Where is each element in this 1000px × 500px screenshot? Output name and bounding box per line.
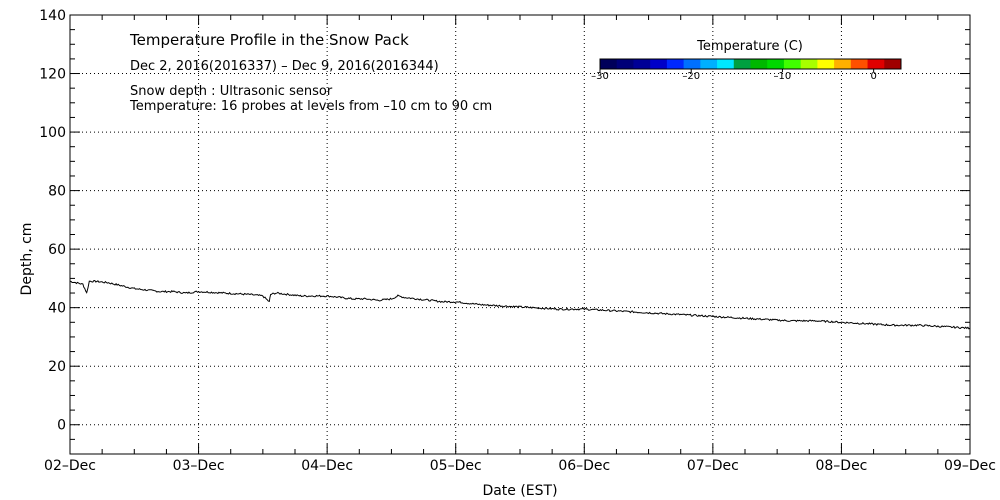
- colorbar-segment: [834, 59, 852, 69]
- colorbar-tick-label: –10: [774, 71, 792, 82]
- x-tick-label: 04–Dec: [301, 458, 353, 474]
- x-tick-label: 07–Dec: [687, 458, 739, 474]
- y-tick-label: 140: [39, 8, 66, 24]
- x-tick-label: 03–Dec: [173, 458, 225, 474]
- annotation-temperature: Temperature: 16 probes at levels from –1…: [129, 99, 492, 114]
- colorbar-segment: [750, 59, 768, 69]
- y-tick-label: 60: [48, 242, 66, 258]
- y-axis-label: Depth, cm: [19, 223, 35, 296]
- colorbar-segment: [700, 59, 718, 69]
- colorbar-segment: [616, 59, 634, 69]
- colorbar-segment: [767, 59, 785, 69]
- colorbar-segment: [683, 59, 701, 69]
- grid-lines: [70, 15, 970, 454]
- colorbar-tick-label: –20: [682, 71, 700, 82]
- annotation-snow-depth: Snow depth : Ultrasonic sensor: [130, 84, 333, 99]
- series-line-snow-depth: [69, 279, 971, 330]
- y-tick-label: 80: [48, 184, 66, 200]
- y-tick-label: 120: [39, 67, 66, 83]
- plot-frame: [69, 14, 971, 455]
- y-tick-label: 100: [39, 125, 66, 141]
- colorbar-tick-label: –30: [591, 71, 609, 82]
- colorbar-tick-label: 0: [870, 71, 876, 82]
- colorbar-segment: [884, 59, 902, 69]
- colorbar-segment: [633, 59, 651, 69]
- x-axis-label: Date (EST): [482, 483, 557, 499]
- colorbar-segment: [817, 59, 835, 69]
- colorbar: –30 –20 –10 0: [591, 58, 902, 82]
- y-tick-label: 40: [48, 301, 66, 317]
- colorbar-border: [599, 58, 902, 70]
- colorbar-segment: [800, 59, 818, 69]
- colorbar-segment: [717, 59, 735, 69]
- colorbar-segment: [733, 59, 751, 69]
- colorbar-segment: [783, 59, 802, 69]
- colorbar-segment: [650, 59, 668, 69]
- x-tick-labels: 02–Dec 03–Dec 04–Dec 05–Dec 06–Dec 07–Dec 08–D…: [44, 458, 996, 474]
- x-tick-label: 08–Dec: [815, 458, 867, 474]
- y-tick-label: 0: [57, 418, 66, 434]
- x-tick-label: 02–Dec: [44, 458, 96, 474]
- x-tick-label: 05–Dec: [430, 458, 482, 474]
- colorbar-title: Temperature (C): [696, 39, 803, 54]
- colorbar-segment: [666, 59, 685, 69]
- tick-marks: [69, 14, 971, 455]
- x-tick-label: 06–Dec: [558, 458, 610, 474]
- chart-title: Temperature Profile in the Snow Pack: [129, 31, 409, 49]
- colorbar-segment: [867, 59, 885, 69]
- y-tick-labels: 0 20 40 60 80 100 120 140: [39, 8, 66, 434]
- series-group: [69, 279, 971, 330]
- x-tick-label: 09–Dec: [944, 458, 996, 474]
- chart-subtitle: Dec 2, 2016(2016337) – Dec 9, 2016(20163…: [130, 59, 439, 74]
- y-tick-label: 20: [48, 359, 66, 375]
- colorbar-segment: [850, 59, 869, 69]
- colorbar-segment: [600, 59, 618, 69]
